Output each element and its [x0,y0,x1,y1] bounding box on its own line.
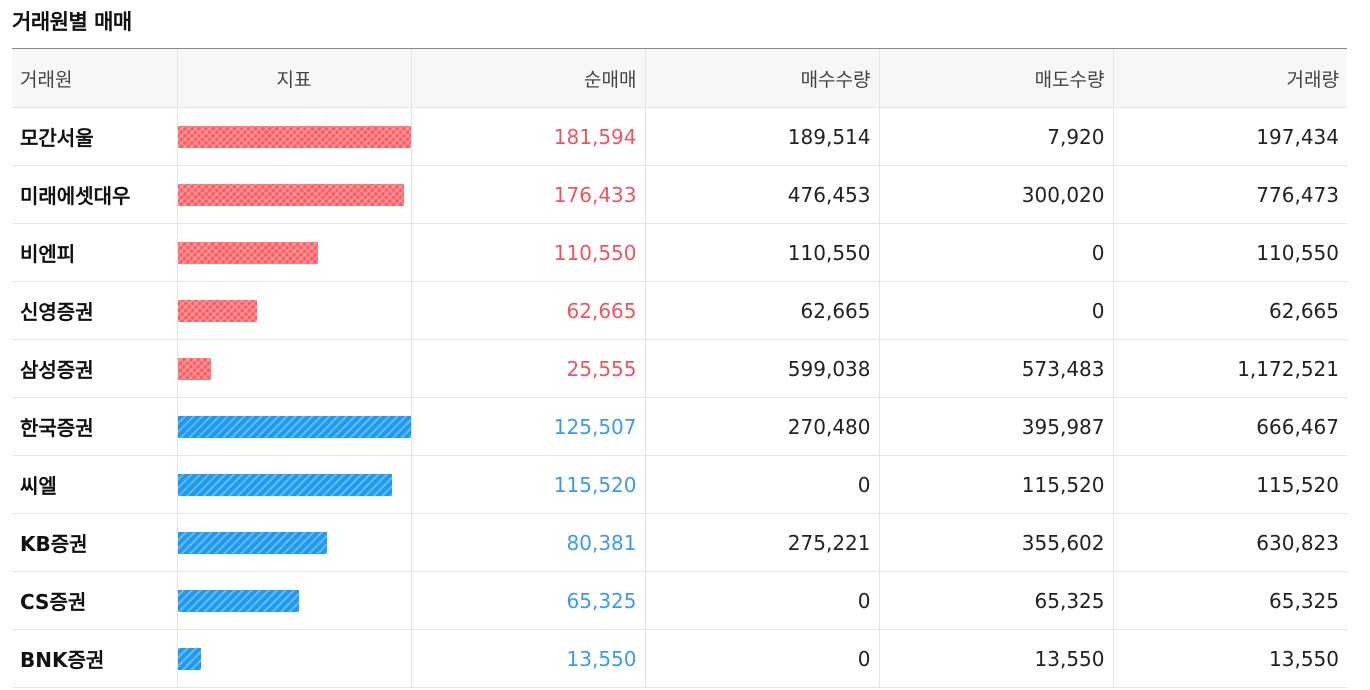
trade-volume: 776,473 [1112,165,1347,224]
bought-quantity: 0 [644,455,879,514]
indicator-cell [176,571,411,630]
net-sell-bar [177,647,201,670]
bought-quantity: 599,038 [644,339,879,398]
trade-volume: 630,823 [1112,513,1347,572]
bought-quantity: 0 [644,629,879,688]
header-volume: 거래량 [1112,48,1347,108]
broker-name[interactable]: 모간서울 [12,107,177,166]
sold-quantity: 115,520 [878,455,1113,514]
table-body: 모간서울 181,594 189,514 7,920 197,434 미래에셋대우 176,… [12,107,1347,688]
indicator-cell [176,455,411,514]
net-buy-bar [177,241,318,264]
net-sell-bar [177,415,411,438]
table-row[interactable]: 삼성증권 25,555 599,038 573,483 1,172,521 [12,339,1347,398]
header-net: 순매매 [410,48,645,108]
header-broker: 거래원 [12,48,177,108]
net-trade-value: 80,381 [410,513,645,572]
table-row[interactable]: 미래에셋대우 176,433 476,453 300,020 776,473 [12,165,1347,224]
trade-volume: 65,325 [1112,571,1347,630]
net-trade-value: 125,507 [410,397,645,456]
net-trade-value: 110,550 [410,223,645,282]
trade-volume: 62,665 [1112,281,1347,340]
net-trade-value: 115,520 [410,455,645,514]
net-buy-bar [177,299,257,322]
indicator-cell [176,629,411,688]
broker-name[interactable]: BNK증권 [12,629,177,688]
net-buy-bar [177,183,404,206]
net-sell-bar [177,531,327,554]
bought-quantity: 62,665 [644,281,879,340]
table-row[interactable]: CS증권 65,325 0 65,325 65,325 [12,571,1347,630]
broker-name[interactable]: 미래에셋대우 [12,165,177,224]
trade-volume: 666,467 [1112,397,1347,456]
net-sell-bar [177,473,392,496]
bought-quantity: 110,550 [644,223,879,282]
bought-quantity: 189,514 [644,107,879,166]
bought-quantity: 270,480 [644,397,879,456]
sold-quantity: 65,325 [878,571,1113,630]
indicator-cell [176,223,411,282]
header-bought: 매수수량 [644,48,879,108]
table-row[interactable]: BNK증권 13,550 0 13,550 13,550 [12,629,1347,688]
sold-quantity: 355,602 [878,513,1113,572]
net-trade-value: 65,325 [410,571,645,630]
sold-quantity: 0 [878,223,1113,282]
indicator-cell [176,397,411,456]
broker-name[interactable]: 삼성증권 [12,339,177,398]
net-trade-value: 176,433 [410,165,645,224]
trade-volume: 13,550 [1112,629,1347,688]
net-trade-value: 62,665 [410,281,645,340]
table-header-row: 거래원 지표 순매매 매수수량 매도수량 거래량 [12,48,1347,108]
sold-quantity: 300,020 [878,165,1113,224]
sold-quantity: 13,550 [878,629,1113,688]
table-row[interactable]: 신영증권 62,665 62,665 0 62,665 [12,281,1347,340]
net-trade-value: 25,555 [410,339,645,398]
header-indicator: 지표 [176,48,411,108]
trade-volume: 110,550 [1112,223,1347,282]
trade-volume: 197,434 [1112,107,1347,166]
bought-quantity: 275,221 [644,513,879,572]
table-row[interactable]: 씨엘 115,520 0 115,520 115,520 [12,455,1347,514]
trade-volume: 115,520 [1112,455,1347,514]
net-trade-value: 181,594 [410,107,645,166]
table-row[interactable]: 한국증권 125,507 270,480 395,987 666,467 [12,397,1347,456]
net-sell-bar [177,589,299,612]
broker-name[interactable]: 한국증권 [12,397,177,456]
header-sold: 매도수량 [878,48,1113,108]
bought-quantity: 476,453 [644,165,879,224]
sold-quantity: 7,920 [878,107,1113,166]
trade-volume: 1,172,521 [1112,339,1347,398]
table-row[interactable]: 모간서울 181,594 189,514 7,920 197,434 [12,107,1347,166]
sold-quantity: 573,483 [878,339,1113,398]
net-buy-bar [177,357,211,380]
bought-quantity: 0 [644,571,879,630]
broker-name[interactable]: CS증권 [12,571,177,630]
page-title: 거래원별 매매 [12,10,132,34]
indicator-cell [176,339,411,398]
indicator-cell [176,165,411,224]
indicator-cell [176,513,411,572]
indicator-cell [176,107,411,166]
table-row[interactable]: KB증권 80,381 275,221 355,602 630,823 [12,513,1347,572]
broker-trading-table: 거래원 지표 순매매 매수수량 매도수량 거래량 모간서울 181,594 189,… [12,48,1347,688]
table-row[interactable]: 비엔피 110,550 110,550 0 110,550 [12,223,1347,282]
indicator-cell [176,281,411,340]
broker-name[interactable]: KB증권 [12,513,177,572]
broker-name[interactable]: 씨엘 [12,455,177,514]
sold-quantity: 0 [878,281,1113,340]
net-buy-bar [177,125,411,148]
net-trade-value: 13,550 [410,629,645,688]
broker-name[interactable]: 신영증권 [12,281,177,340]
sold-quantity: 395,987 [878,397,1113,456]
broker-name[interactable]: 비엔피 [12,223,177,282]
